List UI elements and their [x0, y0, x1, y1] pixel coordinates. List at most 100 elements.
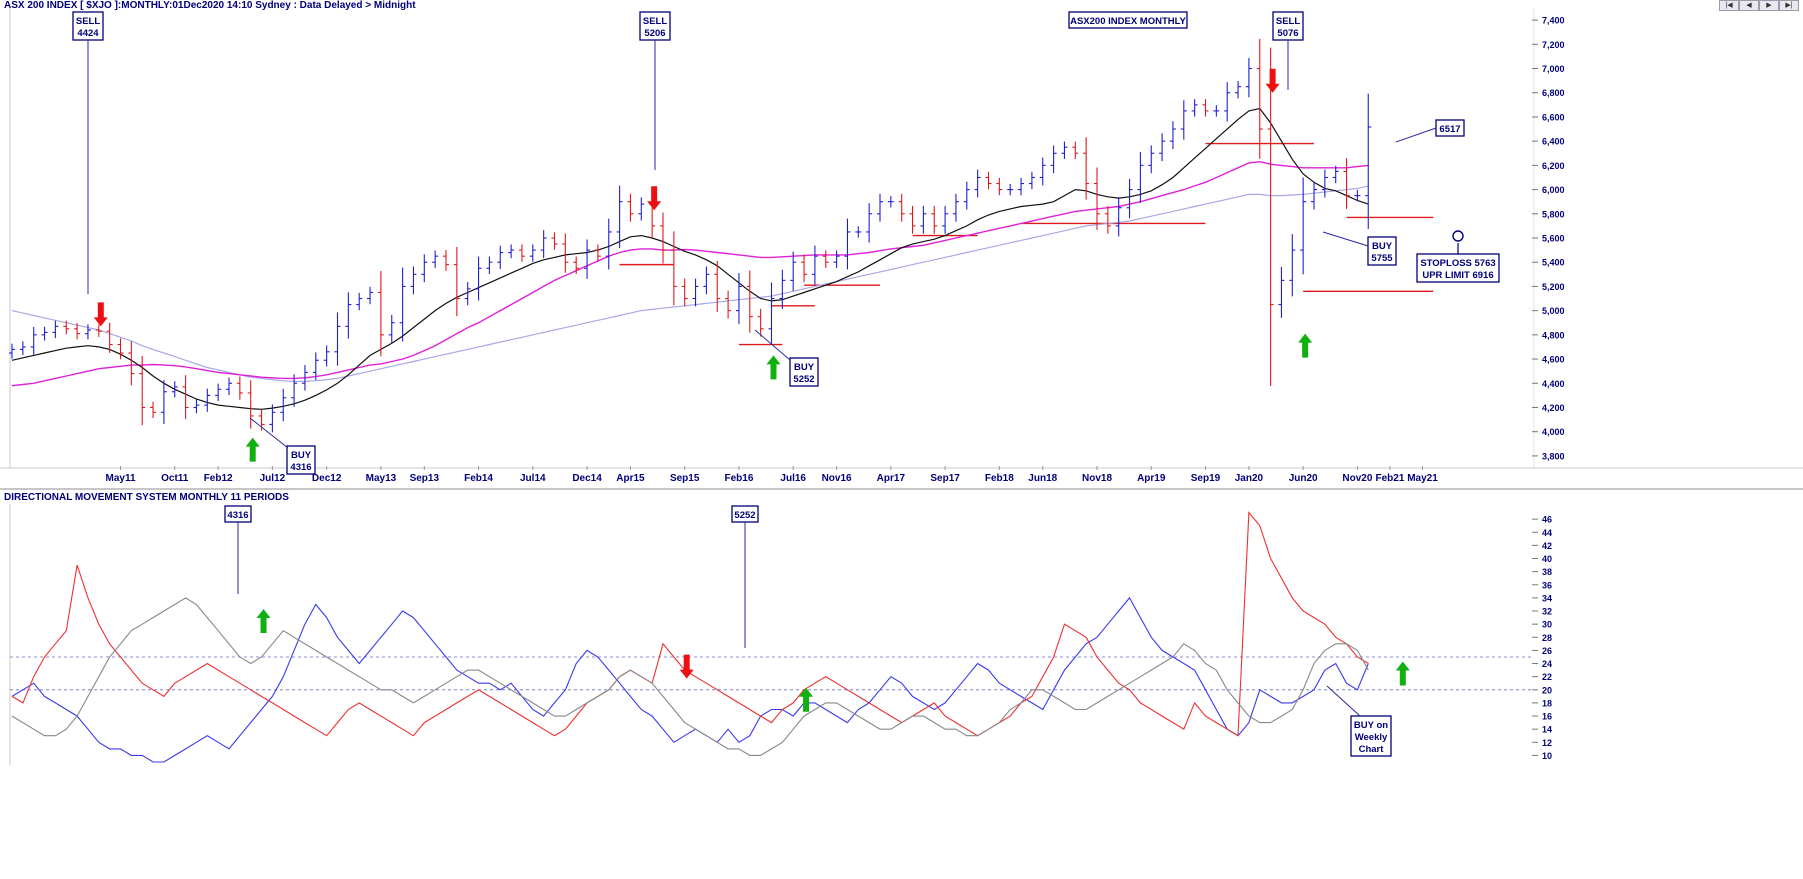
ma-mid-line: [11, 160, 1369, 387]
ohlc-bar: [1028, 171, 1035, 190]
dmi-annotation-frame: [1350, 715, 1392, 757]
ohlc-bar: [909, 205, 916, 234]
stoploss-annotation-text: STOPLOSS 5763: [1420, 258, 1495, 269]
dmi-axis-tick-label: 46: [1542, 515, 1552, 525]
nav-first-button[interactable]: |◀: [1719, 0, 1739, 11]
ohlc-bar: [1354, 189, 1361, 202]
ohlc-bar: [291, 374, 298, 407]
ohlc-bar: [1050, 145, 1057, 174]
ohlc-bar: [1115, 197, 1122, 237]
ohlc-bar: [518, 244, 525, 262]
nav-last-button[interactable]: ▶|: [1779, 0, 1799, 11]
nav-prev-button[interactable]: ◀: [1739, 0, 1759, 11]
ohlc-bar: [1007, 183, 1014, 196]
ohlc-bar: [931, 205, 938, 234]
ohlc-bar: [1126, 178, 1133, 219]
ohlc-bar: [866, 203, 873, 243]
ohlc-bar: [1061, 141, 1068, 159]
ohlc-bar: [985, 171, 992, 190]
ohlc-bar: [1278, 267, 1285, 318]
ma-long-line: [11, 185, 1369, 382]
dmi-annotation-text: 5252: [734, 510, 755, 521]
ohlc-bar: [356, 292, 363, 311]
ohlc-bar: [887, 195, 894, 208]
ohlc-bar: [269, 404, 276, 433]
last-price-annotation: 6517: [1435, 119, 1465, 137]
sell-annotation-text: SELL: [643, 16, 667, 27]
ohlc-bar: [1213, 105, 1220, 117]
ohlc-bar: [117, 338, 124, 360]
ohlc-bar: [150, 401, 157, 419]
buy-leader-line: [754, 329, 791, 361]
dmi-annotation-text: 4316: [227, 510, 248, 521]
time-axis-label: Apr19: [1137, 473, 1166, 484]
ohlc-bar: [822, 250, 829, 268]
dmi-axis-tick-label: 34: [1542, 593, 1552, 603]
dmi-axis-tick-label: 42: [1542, 541, 1552, 551]
dmi-axis-tick-label: 38: [1542, 567, 1552, 577]
ohlc-bar: [790, 251, 797, 291]
nav-next-button[interactable]: ▶: [1759, 0, 1779, 11]
ohlc-bar: [529, 244, 536, 262]
buy-arrow-icon: [245, 437, 260, 462]
stoploss-annotation-text: UPR LIMIT 6916: [1422, 270, 1493, 281]
time-axis-label: Nov20: [1342, 473, 1372, 484]
buy-arrow-icon: [256, 609, 271, 634]
last-price-annotation-text: 6517: [1439, 124, 1460, 135]
time-axis-label: Feb12: [204, 473, 233, 484]
buy-annotation-text: 4316: [290, 462, 311, 473]
ohlc-bar: [952, 193, 959, 222]
ohlc-bar: [486, 256, 493, 274]
sell-arrow-icon: [93, 302, 108, 327]
sell-annotation-frame: [639, 11, 671, 41]
price-axis-tick-label: 6,400: [1542, 137, 1565, 147]
buy-annotation-text: 5252: [793, 374, 814, 385]
price-axis-tick-label: 6,600: [1542, 112, 1565, 122]
chart-title-box-text: ASX200 INDEX MONTHLY: [1070, 16, 1186, 27]
ohlc-bar: [139, 355, 146, 426]
ohlc-bar: [204, 388, 211, 412]
time-axis-label: Jul12: [260, 473, 286, 484]
sell-annotation-text: SELL: [1276, 16, 1300, 27]
ohlc-bar: [334, 312, 341, 366]
price-axis-tick-label: 5,400: [1542, 258, 1565, 268]
time-axis-label: Jun20: [1289, 473, 1318, 484]
buy-arrow-icon: [1298, 333, 1313, 358]
dmi-axis-tick-label: 40: [1542, 554, 1552, 564]
time-axis-label: Feb21: [1375, 473, 1404, 484]
price-axis-tick-label: 4,000: [1542, 427, 1565, 437]
ohlc-bar: [714, 261, 721, 312]
ohlc-bar: [475, 256, 482, 301]
ohlc-bar: [594, 244, 601, 262]
ohlc-bar: [215, 383, 222, 402]
dmi-leader-line: [1326, 685, 1361, 717]
ohlc-bar: [562, 233, 569, 273]
ohlc-bar: [844, 218, 851, 270]
sell-annotation-text: SELL: [76, 16, 100, 27]
ohlc-bar: [30, 326, 37, 355]
price-axis-tick-label: 4,600: [1542, 355, 1565, 365]
ohlc-bar: [540, 230, 547, 258]
ohlc-bar: [345, 292, 352, 339]
stoploss-marker-icon: [1452, 230, 1464, 242]
ohlc-bar: [1300, 177, 1307, 275]
ohlc-bar: [160, 380, 167, 424]
time-axis-label: Feb14: [464, 473, 493, 484]
ohlc-bar: [833, 250, 840, 268]
sell-annotation-text: 4424: [77, 28, 99, 39]
dmi-minus-line: [11, 511, 1369, 737]
dmi-annotation: 5252: [731, 505, 759, 523]
dmi-axis-tick-label: 36: [1542, 580, 1552, 590]
buy-leader-line: [1322, 231, 1369, 247]
price-axis-tick-label: 4,200: [1542, 403, 1565, 413]
ohlc-bar: [367, 286, 374, 305]
ohlc-bar: [1289, 234, 1296, 297]
ohlc-bar: [1267, 47, 1274, 386]
ohlc-bar: [1180, 100, 1187, 140]
sell-annotation-text: 5206: [644, 28, 665, 39]
ohlc-bar: [1311, 181, 1317, 210]
indicator-title: DIRECTIONAL MOVEMENT SYSTEM MONTHLY 11 P…: [4, 492, 289, 503]
